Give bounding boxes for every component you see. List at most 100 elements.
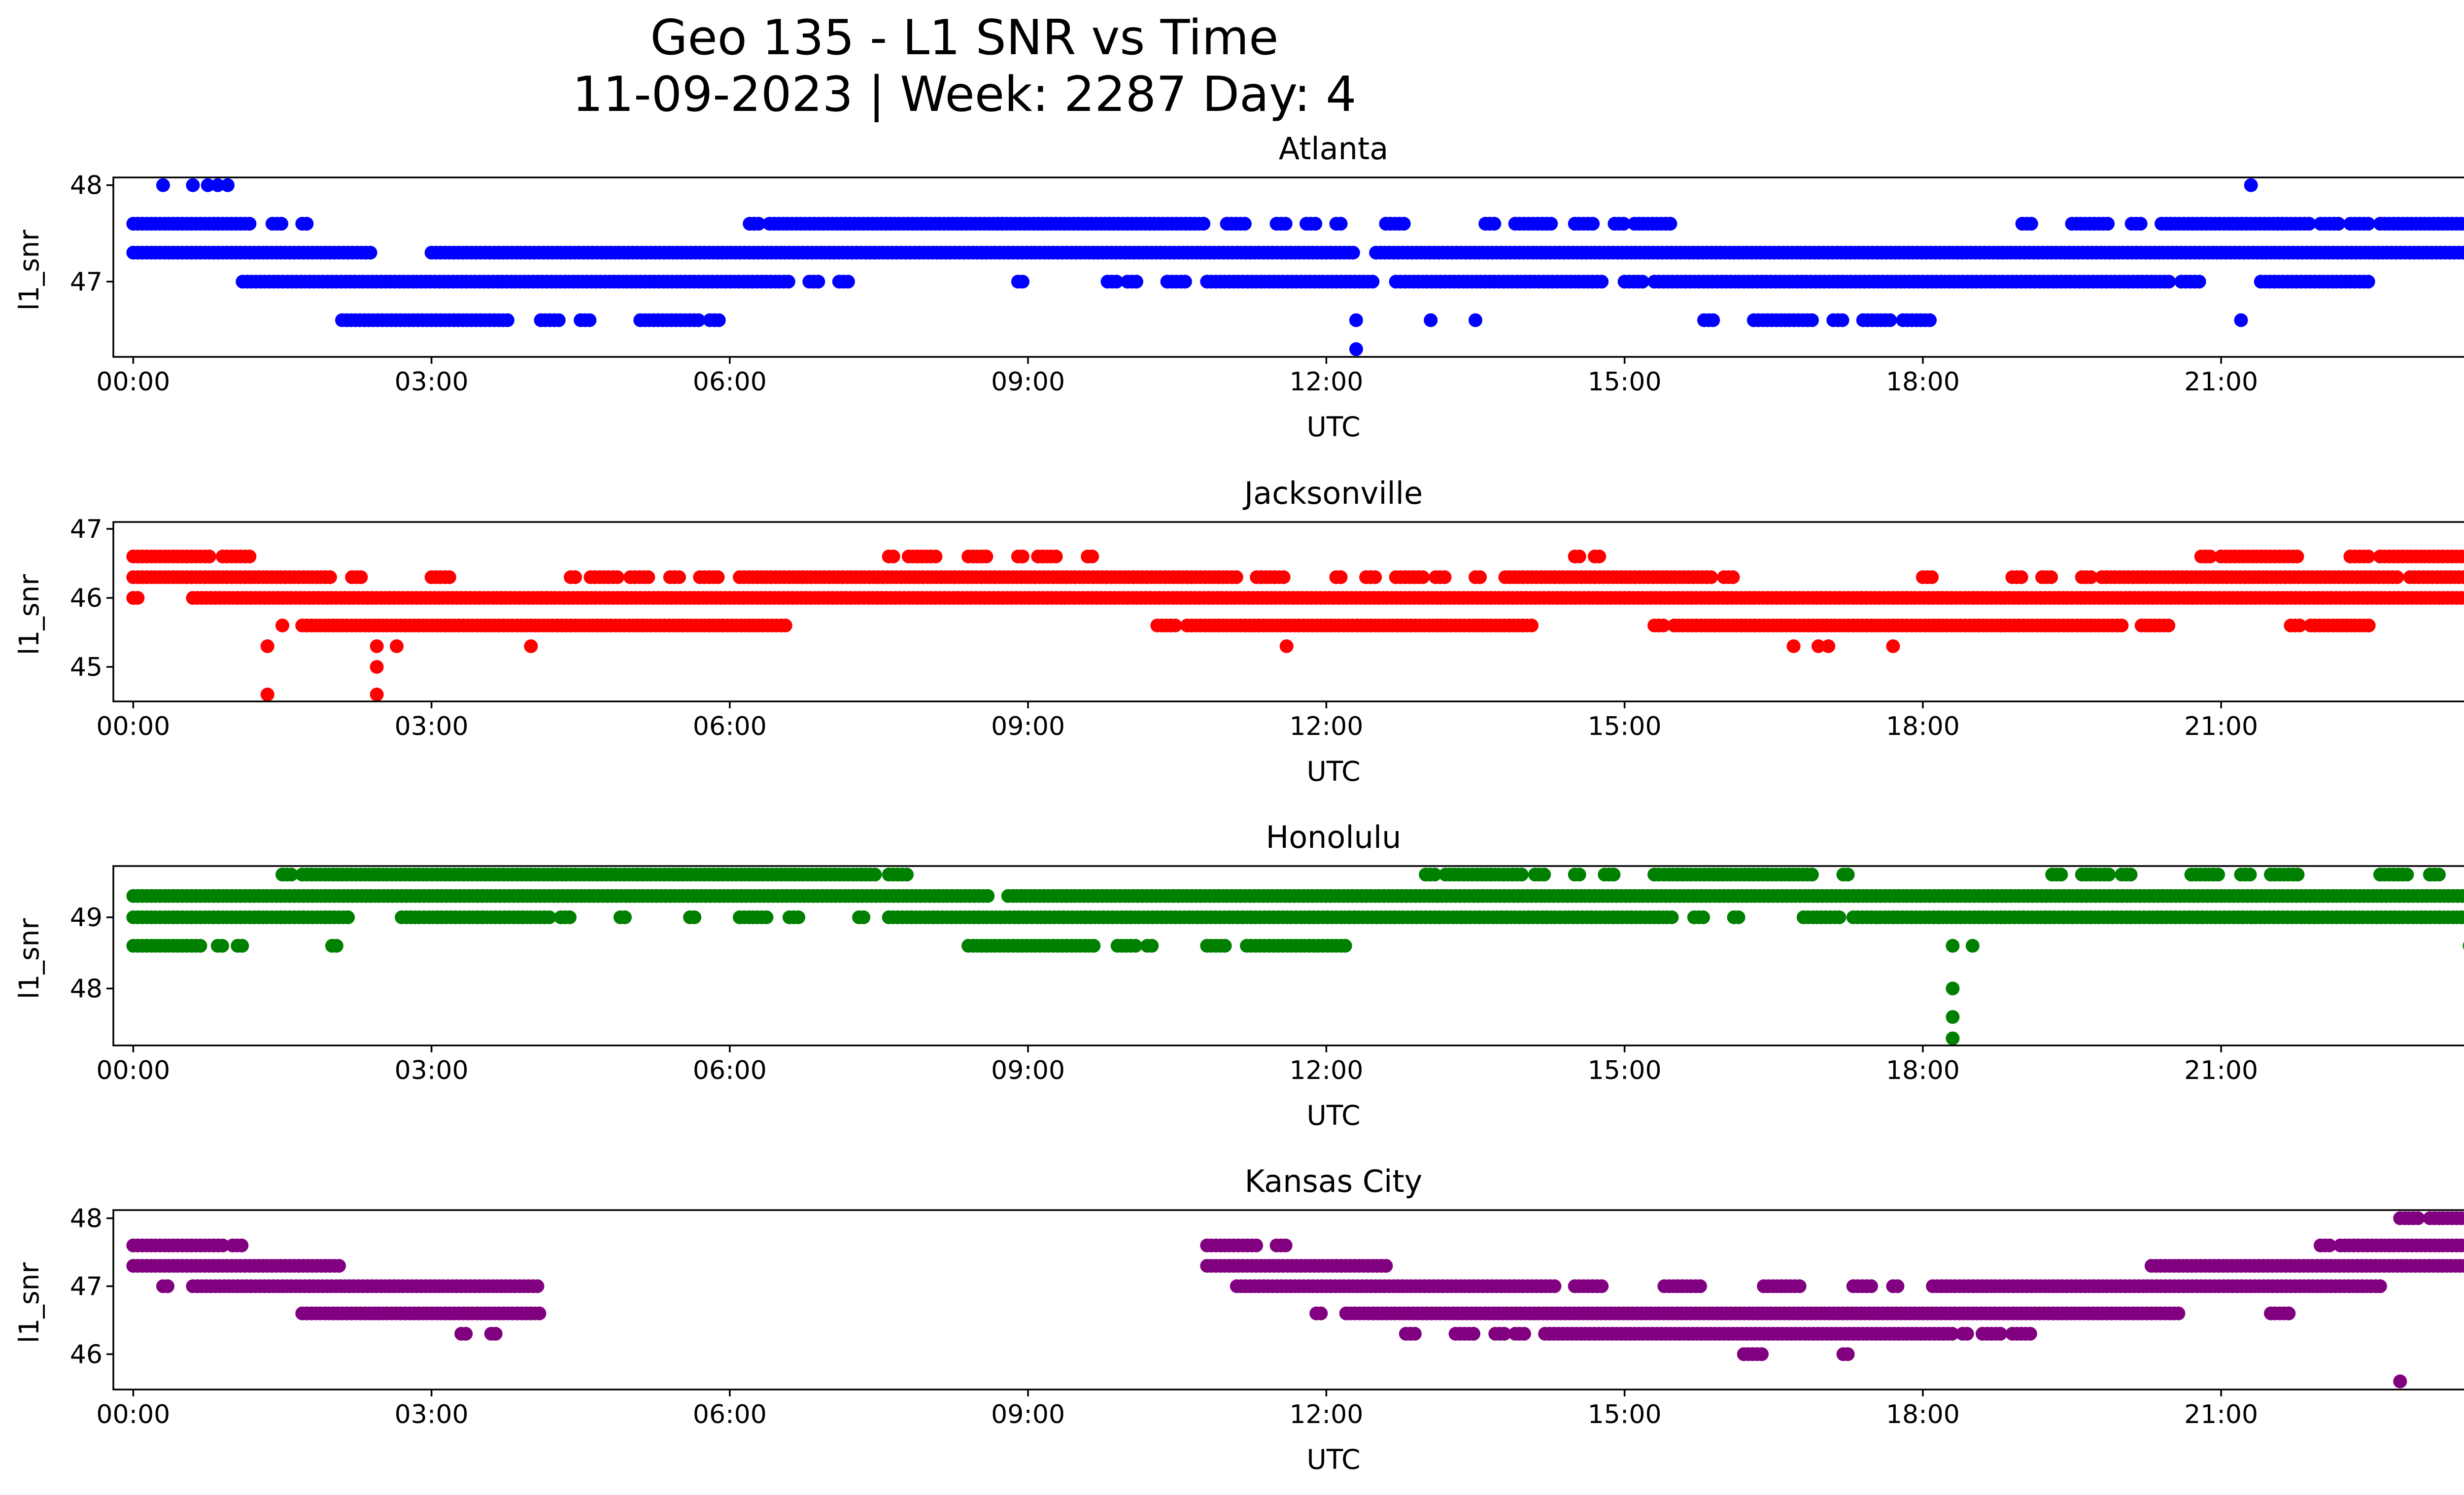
data-point [284,868,299,882]
data-point [2244,178,2258,192]
data-point [1665,910,1679,924]
data-point [2054,868,2068,882]
x-tick-label: 15:00 [1588,1056,1662,1085]
data-point [811,275,825,289]
data-point [2211,868,2225,882]
data-point [1946,1010,1960,1024]
data-point [1946,981,1960,996]
data-point [1965,939,1980,953]
x-tick-label: 18:00 [1886,367,1960,397]
y-axis-label: l1_snr [13,230,45,311]
data-point [1424,313,1438,327]
x-tick-label: 21:00 [2184,1056,2258,1085]
subplot-honolulu: Honolulu UTC l1_snr [13,819,1401,1131]
data-point [1349,313,1363,327]
data-point [2101,216,2115,231]
data-point [1218,939,1232,953]
data-point [2461,246,2464,259]
data-point [2458,217,2464,231]
data-point [1832,910,1847,924]
data-point [332,1259,346,1273]
y-tick-label: 47 [70,1272,103,1301]
data-point [2024,216,2038,231]
data-point [979,550,993,563]
x-tick-label: 00:00 [96,712,170,741]
data-point [1407,1326,1422,1341]
data-point [1334,216,1348,231]
subplot-kansas-city: Kansas City UTC l1_snr [13,1163,1422,1475]
data-point [2458,550,2464,563]
data-point [524,639,538,653]
data-point [1726,570,1740,584]
data-point [2290,550,2304,563]
x-tick-label: 06:00 [693,712,767,741]
x-axis-label: UTC [1306,1100,1360,1131]
subplot-title: Atlanta [1279,131,1388,167]
data-point [1635,275,1649,289]
x-tick-label: 18:00 [1886,1056,1960,1085]
data-point [1346,245,1360,260]
data-point [981,889,995,903]
data-point [1704,570,1718,584]
data-point [2361,216,2375,231]
data-point [1366,275,1380,289]
scatter-points [126,868,2464,1045]
data-point [2162,275,2176,289]
data-point [390,639,404,653]
data-point [161,1279,174,1293]
figure-title-line1: Geo 135 - L1 SNR vs Time [650,10,1279,66]
data-point [2373,1279,2387,1293]
data-point [759,910,774,924]
data-point [672,570,686,584]
data-point [1379,1259,1393,1273]
data-point [1960,1326,1974,1341]
data-point [2393,1374,2407,1389]
data-point [1229,570,1243,584]
data-point [1473,570,1487,584]
scatter-points [126,1211,2464,1389]
data-point [2361,619,2376,632]
chart-marks: 00:00 03:00 06:00 09:00 12:00 15:00 18:00 21:00… [70,171,2464,1429]
data-point [1706,313,1720,327]
data-point [841,275,855,289]
y-tick-label: 46 [70,584,103,613]
data-point [1129,939,1142,953]
data-point [2171,1306,2186,1321]
y-tick-label: 48 [70,171,103,201]
data-point [2123,868,2138,882]
data-point [582,313,597,327]
data-point [1168,619,1182,632]
data-point [201,178,215,192]
data-point [791,910,806,924]
data-point [1278,216,1293,231]
data-point [1792,1279,1807,1293]
data-point [242,216,257,231]
data-point [1279,639,1294,653]
data-point [1049,550,1063,563]
data-point [1525,619,1539,632]
scatter-points [126,550,2464,701]
x-tick-label: 03:00 [395,1400,469,1429]
axes-frame [112,1209,2464,1391]
data-point [2457,570,2464,584]
data-point [1786,639,1801,653]
data-point [1278,1238,1293,1252]
data-point [2459,591,2464,605]
data-point [235,939,249,953]
x-tick-label: 12:00 [1289,712,1363,741]
axes-frame [112,176,2464,358]
data-point [1276,570,1291,584]
x-tick-label: 03:00 [395,367,469,397]
data-point [641,570,655,584]
data-point [2293,619,2307,632]
data-point [551,313,566,327]
data-point [235,1238,249,1252]
data-point [1890,1279,1905,1293]
y-tick-label: 49 [70,903,103,933]
data-point [156,178,170,192]
data-point [1197,216,1211,231]
data-point [1514,868,1529,882]
data-point [2331,216,2346,231]
y-tick-label: 47 [70,515,103,544]
data-point [2243,868,2257,882]
